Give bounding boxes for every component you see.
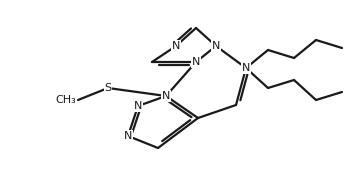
- Text: N: N: [134, 101, 142, 111]
- Text: N: N: [242, 63, 250, 73]
- Text: N: N: [212, 41, 220, 51]
- Text: N: N: [124, 131, 132, 141]
- Text: N: N: [172, 41, 180, 51]
- Text: CH₃: CH₃: [55, 95, 76, 105]
- Text: N: N: [192, 57, 200, 67]
- Text: N: N: [162, 91, 170, 101]
- Text: S: S: [105, 83, 112, 93]
